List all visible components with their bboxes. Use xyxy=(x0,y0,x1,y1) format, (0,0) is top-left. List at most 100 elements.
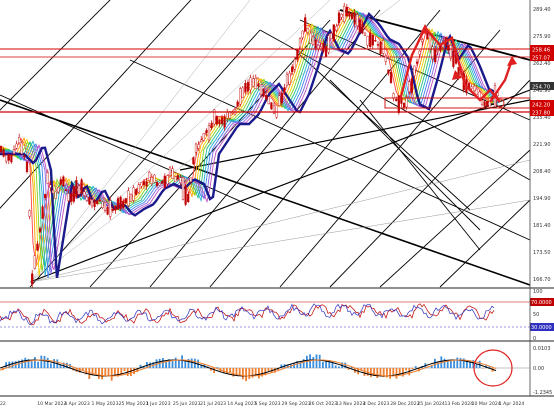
candle-body xyxy=(306,28,309,33)
macd-histogram-bar xyxy=(322,361,324,368)
candle-body xyxy=(70,193,73,202)
candle-body xyxy=(358,19,361,33)
rsi-level-tag xyxy=(530,323,554,331)
candle-body xyxy=(41,206,44,219)
candle-body xyxy=(270,102,273,110)
macd-histogram-bar xyxy=(325,361,327,368)
candle-body xyxy=(114,205,117,211)
time-axis-label: 29 Sep 2023 xyxy=(282,401,311,407)
candle-body xyxy=(184,185,187,205)
candle-body xyxy=(439,45,442,51)
candle-body xyxy=(85,196,88,201)
candle-body xyxy=(135,189,138,195)
candle-body xyxy=(90,199,94,207)
candle-body xyxy=(239,88,242,105)
macd-signal-line xyxy=(0,359,497,377)
candle-body xyxy=(38,228,42,233)
time-axis-label: 25 Jan 2024 xyxy=(417,401,445,407)
macd-histogram-bar xyxy=(178,360,180,368)
candle-body xyxy=(314,39,317,49)
macd-histogram-bar xyxy=(245,368,247,382)
macd-histogram-bar xyxy=(466,360,468,368)
candle-body xyxy=(137,184,140,193)
trend-line xyxy=(359,99,481,251)
macd-histogram-bar xyxy=(258,368,260,379)
candle-body xyxy=(57,187,60,193)
candle-body xyxy=(46,172,49,184)
macd-histogram-bar xyxy=(373,368,375,376)
trend-line xyxy=(299,54,471,211)
price-tag xyxy=(530,45,554,53)
candle-body xyxy=(150,177,153,185)
macd-histogram-bar xyxy=(229,368,231,373)
candle-body xyxy=(475,88,478,95)
macd-histogram-bar xyxy=(382,368,385,378)
macd-histogram-bar xyxy=(11,361,14,368)
price-panel[interactable] xyxy=(0,0,531,288)
candle-body xyxy=(158,182,161,186)
macd-histogram-bar xyxy=(107,368,110,377)
candle-body xyxy=(148,171,151,181)
price-tag xyxy=(530,82,554,90)
candle-body xyxy=(205,130,208,134)
macd-histogram-bar xyxy=(453,359,455,368)
candle-body xyxy=(361,24,364,34)
marker-circle xyxy=(495,98,505,108)
macd-histogram-bar xyxy=(261,368,263,377)
trend-line xyxy=(29,29,261,288)
candle-body xyxy=(192,157,195,165)
candle-body xyxy=(10,154,13,163)
rsi-panel[interactable]: 100 70.0000 50 30.0000 0 xyxy=(0,289,554,342)
time-axis-label: 13 Nov 2023 xyxy=(336,401,365,407)
macd-histogram-bar xyxy=(328,360,331,368)
macd-histogram-bar xyxy=(379,368,382,376)
candle-body xyxy=(75,180,78,197)
candle-body xyxy=(88,197,91,205)
macd-panel[interactable]: 0.0103 0.00 -1.2345 xyxy=(0,346,552,396)
candle-body xyxy=(236,101,239,107)
candle-body xyxy=(72,186,75,202)
macd-histogram-bar xyxy=(312,357,315,368)
candle-body xyxy=(0,146,3,153)
candle-body xyxy=(67,193,70,202)
macd-histogram-bar xyxy=(88,368,91,379)
candle-body xyxy=(418,50,421,55)
macd-histogram-bar xyxy=(24,357,27,368)
macd-histogram-bar xyxy=(50,363,52,368)
macd-histogram-bar xyxy=(142,366,145,368)
macd-histogram-bar xyxy=(376,368,379,378)
macd-histogram-bar xyxy=(110,368,113,381)
candle-body xyxy=(96,200,99,204)
candle-body xyxy=(176,175,179,180)
macd-histogram-bar xyxy=(104,368,107,377)
macd-histogram-bar xyxy=(411,368,414,369)
rsi-line xyxy=(0,303,495,326)
macd-histogram-bar xyxy=(267,368,270,371)
candle-body xyxy=(241,87,244,98)
rsi-line xyxy=(0,303,495,326)
macd-histogram-bar xyxy=(184,360,187,368)
candle-body xyxy=(335,26,338,31)
candle-body xyxy=(59,179,62,185)
macd-histogram-bar xyxy=(475,364,478,368)
price-axis[interactable]: 289.40 275.90 262.40 248.90 235.40 221.90 208.… xyxy=(529,0,551,396)
macd-histogram-bar xyxy=(114,368,116,376)
macd-histogram-bar xyxy=(53,359,55,368)
macd-histogram-bar xyxy=(130,368,132,377)
macd-axis-label: 0.0103 xyxy=(533,346,551,352)
candle-body xyxy=(197,144,200,149)
macd-histogram-bar xyxy=(318,354,321,368)
price-axis-label: 194.90 xyxy=(533,196,551,202)
candle-body xyxy=(470,86,473,89)
candle-body xyxy=(327,35,330,53)
trend-line xyxy=(329,79,481,231)
macd-histogram-bar xyxy=(430,365,433,368)
macd-histogram-bar xyxy=(315,354,318,368)
macd-histogram-bar xyxy=(398,368,401,375)
price-tag-label: 254.70 xyxy=(532,84,550,90)
macd-histogram-bar xyxy=(434,358,436,368)
price-axis-label: 166.70 xyxy=(533,277,551,283)
candle-body xyxy=(49,184,52,188)
